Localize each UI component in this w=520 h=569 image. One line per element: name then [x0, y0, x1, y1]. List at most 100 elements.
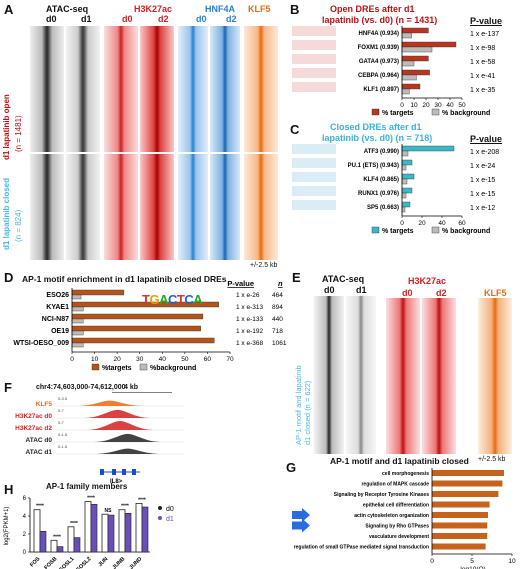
- track-signal: [56, 409, 184, 418]
- heatmap-e-h3-d0: [386, 298, 420, 454]
- bar-target: [71, 289, 125, 296]
- panel-c-pvalue-header: P-value: [470, 134, 503, 144]
- x-tick-label: 20: [418, 220, 426, 227]
- bar-d1: [39, 530, 47, 553]
- go-term-bar: [432, 543, 486, 550]
- gene-label: JUND: [129, 556, 144, 569]
- panel-h-letter: H: [4, 482, 14, 497]
- motif-letter: A: [193, 292, 203, 307]
- x-tick-label: 20: [114, 356, 122, 363]
- panel-e-col-d1: d1: [356, 285, 367, 295]
- panel-f-letter: F: [4, 380, 12, 395]
- panel-b-letter: B: [290, 2, 300, 17]
- x-tick-label: 60: [458, 220, 466, 227]
- pvalue: 1 x e-98: [470, 45, 495, 52]
- heatmap-hnf4a-d0: [178, 26, 208, 260]
- track-range: 0-3.5: [58, 396, 68, 401]
- n-value: 1061: [272, 340, 287, 347]
- significance-label: ****: [70, 521, 78, 527]
- y-tick-label: 4: [23, 514, 27, 520]
- gene-exon: [100, 469, 104, 475]
- motif-letter: C: [184, 292, 194, 307]
- panel-a-col-d2-h3: d2: [158, 14, 169, 24]
- row-open-n-text: (n = 1481): [14, 115, 23, 152]
- cell-line-label: OE19: [51, 328, 69, 335]
- pvalue: 1 x e-368: [236, 340, 263, 347]
- heatmap-e-h3-d2: [422, 298, 456, 454]
- x-tick-label: 30: [434, 102, 442, 109]
- legend-d1-label: d1: [166, 516, 174, 523]
- motif-logo: [292, 54, 336, 64]
- bar-d0: [33, 509, 41, 553]
- motif-letter: G: [149, 292, 159, 307]
- gene-label: FOSL1: [59, 556, 76, 569]
- significance-label: ****: [138, 497, 146, 503]
- panel-e-col-d2-h3: d2: [436, 288, 447, 298]
- bar-target: [401, 159, 413, 166]
- track-signal: [56, 448, 184, 454]
- motif-logo: [292, 158, 336, 168]
- x-tick-label: 10: [410, 102, 418, 109]
- bar-d1: [73, 537, 81, 553]
- heatmap-klf5: [244, 26, 278, 260]
- legend-d1-marker: [158, 516, 162, 520]
- panel-f-tracks: KLF5 0-3.5 H3K27ac d0 0-7 H3K27ac d2 0-7 ATAC …: [15, 392, 184, 485]
- x-tick-label: 0: [400, 102, 404, 109]
- x-tick-label: 0: [430, 558, 434, 565]
- track-range: 0-7: [58, 408, 65, 413]
- bar-background: [71, 294, 82, 300]
- panel-a-range: +/-2.5 kb: [250, 262, 278, 269]
- legend-background-label: % background: [442, 110, 490, 117]
- ap1-motif-logo: TGACTCA: [142, 292, 203, 307]
- bar-background: [401, 150, 409, 157]
- panel-h-chart: log2(FPKM+1) 0 2 4 6 **** FOS **** FOSB **** FOSL1…: [4, 496, 174, 569]
- heatmap-h3k27ac-d2: [140, 26, 174, 260]
- x-tick-label: 40: [438, 220, 446, 227]
- panel-d-n-header: n: [278, 280, 283, 288]
- legend-target-swatch: [371, 108, 380, 116]
- panel-a-col-d0-h3: d0: [122, 14, 133, 24]
- bar-background: [401, 206, 406, 213]
- go-term-label: epithelial cell differentiation: [363, 503, 429, 509]
- motif-letter: A: [159, 292, 169, 307]
- cell-line-label: ESO26: [46, 292, 69, 299]
- panel-e-row-label: AP-1 motif and lapatinib d1 closed (n = …: [294, 295, 316, 445]
- bar-d0: [118, 509, 126, 553]
- go-term-bar: [432, 501, 490, 508]
- gene-label: FOSB: [43, 556, 58, 569]
- track-name: ATAC d1: [26, 449, 53, 456]
- cell-line-label: KYAE1: [46, 304, 69, 311]
- bar-background: [401, 60, 415, 67]
- heatmap-e-klf5: [478, 298, 512, 454]
- bar-d1: [56, 546, 64, 553]
- bar-target: [71, 313, 204, 320]
- go-term-bar: [432, 522, 488, 529]
- go-term-bar: [432, 512, 488, 518]
- bar-background: [401, 192, 407, 199]
- motif-logo: [292, 186, 336, 196]
- panel-g-chart: cell morphogenesis regulation of MAPK cas…: [292, 468, 516, 569]
- panel-d-title: AP-1 motif enrichment in d1 lapatinib cl…: [22, 274, 227, 284]
- motif-logo: [292, 144, 336, 154]
- x-tick-label: 50: [458, 102, 466, 109]
- track-name: KLF5: [36, 401, 53, 408]
- motif-logo: [292, 40, 336, 50]
- panel-a-col-d0-hnf: d0: [196, 14, 207, 24]
- bar-target: [401, 83, 421, 90]
- go-term-label: actin cytoskeleton organization: [354, 513, 429, 519]
- bar-background: [71, 330, 84, 336]
- panel-e-col-d0-h3: d0: [402, 288, 413, 298]
- bar-background: [71, 306, 84, 312]
- bar-d0: [84, 501, 92, 553]
- panel-a-klf5-title: KLF5: [248, 4, 271, 14]
- x-tick-label: 50: [181, 356, 189, 363]
- go-term-label: regulation of MAPK cascade: [361, 482, 429, 488]
- panel-a-col-d1: d1: [81, 14, 92, 24]
- legend-target-swatch: [371, 226, 380, 234]
- pvalue: 1 x e-26: [236, 292, 260, 299]
- x-tick-label: 0: [70, 356, 74, 363]
- panel-a-hnf4a-title: HNF4A: [205, 4, 236, 14]
- bar-target: [71, 337, 215, 344]
- go-term-label: Signaling by Rho GTPases: [365, 524, 429, 530]
- bar-d0: [67, 526, 75, 553]
